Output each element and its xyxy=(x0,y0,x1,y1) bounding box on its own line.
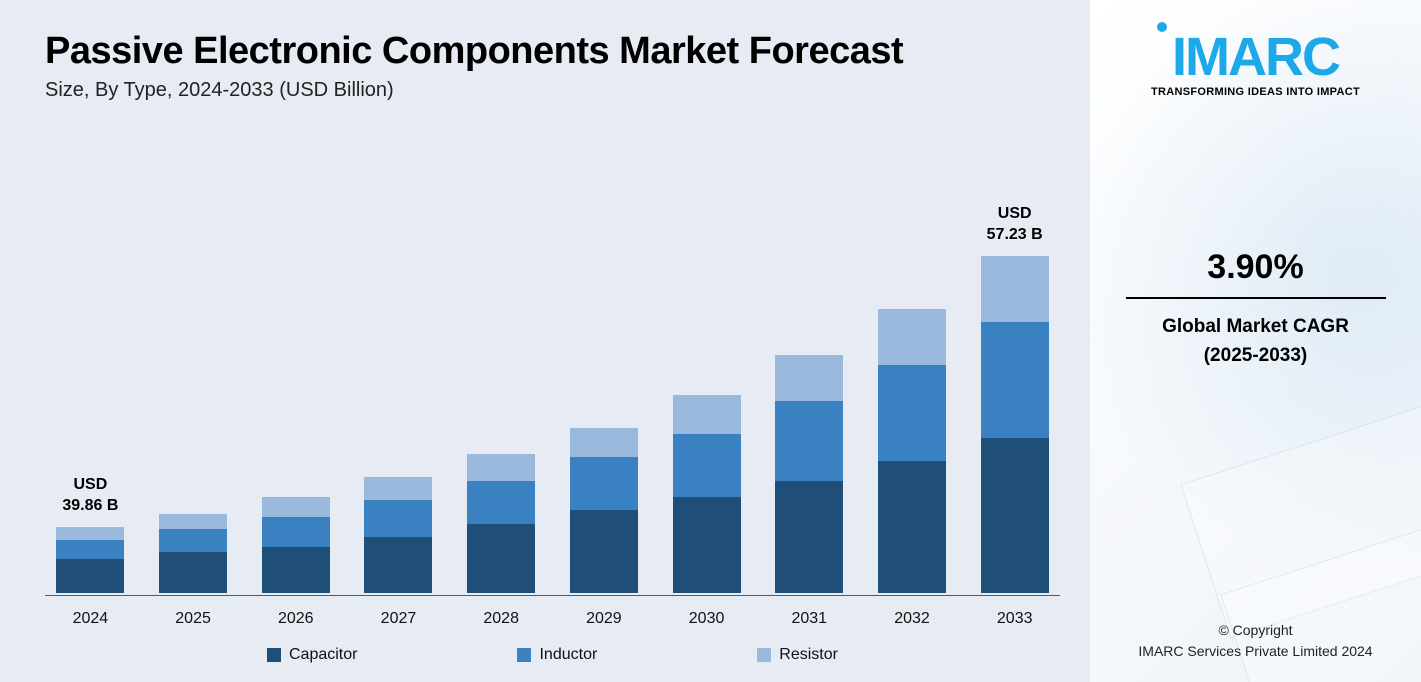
copyright: © Copyright IMARC Services Private Limit… xyxy=(1090,620,1421,662)
legend-label: Capacitor xyxy=(289,646,357,664)
bar-segment-resistor xyxy=(878,309,946,365)
bar-slot: USD57.23 B xyxy=(974,122,1055,593)
bar-segment-inductor xyxy=(878,365,946,461)
bar-segment-capacitor xyxy=(467,524,535,593)
copyright-line1: © Copyright xyxy=(1218,622,1292,638)
logo-text: IMARC xyxy=(1151,30,1360,84)
bar-stack xyxy=(56,527,124,593)
bar-segment-resistor xyxy=(775,355,843,401)
side-panel: IMARC TRANSFORMING IDEAS INTO IMPACT 3.9… xyxy=(1090,0,1421,682)
cagr-label-line2: (2025-2033) xyxy=(1204,345,1308,366)
bar-segment-inductor xyxy=(467,481,535,524)
legend-item: Resistor xyxy=(757,646,838,664)
bar-segment-resistor xyxy=(159,514,227,529)
cagr-label-line1: Global Market CAGR xyxy=(1162,316,1349,337)
chart-subtitle: Size, By Type, 2024-2033 (USD Billion) xyxy=(45,79,1060,102)
chart-title: Passive Electronic Components Market For… xyxy=(45,30,1060,73)
bar-segment-inductor xyxy=(570,457,638,510)
cagr-label: Global Market CAGR (2025-2033) xyxy=(1126,313,1386,370)
bar-segment-capacitor xyxy=(56,559,124,593)
x-tick: 2029 xyxy=(564,596,645,628)
bar-segment-resistor xyxy=(570,428,638,458)
bar-slot xyxy=(666,122,747,593)
x-tick: 2033 xyxy=(974,596,1055,628)
logo-tagline: TRANSFORMING IDEAS INTO IMPACT xyxy=(1151,86,1360,98)
copyright-line2: IMARC Services Private Limited 2024 xyxy=(1138,643,1372,659)
bar-slot xyxy=(872,122,953,593)
x-tick: 2030 xyxy=(666,596,747,628)
legend-item: Capacitor xyxy=(267,646,357,664)
bars-row: USD39.86 B USD57.23 B xyxy=(45,122,1060,593)
legend-label: Resistor xyxy=(779,646,838,664)
x-axis: 2024 2025 2026 2027 2028 2029 2030 2031 2032 2033 xyxy=(45,595,1060,628)
bar-segment-capacitor xyxy=(570,510,638,593)
bar-segment-capacitor xyxy=(878,461,946,593)
legend-swatch-icon xyxy=(267,648,281,662)
bar-segment-capacitor xyxy=(775,481,843,593)
legend-label: Inductor xyxy=(539,646,597,664)
bar-segment-capacitor xyxy=(262,547,330,593)
bar-slot xyxy=(255,122,336,593)
logo-dot-icon xyxy=(1157,22,1167,32)
bar-segment-inductor xyxy=(159,529,227,552)
bar-value-callout: USD39.86 B xyxy=(30,475,150,517)
bar-stack xyxy=(673,395,741,593)
bar-segment-inductor xyxy=(364,500,432,536)
legend-item: Inductor xyxy=(517,646,597,664)
bar-segment-inductor xyxy=(56,540,124,559)
x-tick: 2032 xyxy=(872,596,953,628)
bar-slot xyxy=(461,122,542,593)
bar-stack xyxy=(570,428,638,593)
bar-segment-capacitor xyxy=(364,537,432,593)
x-tick: 2024 xyxy=(50,596,131,628)
chart-panel: Passive Electronic Components Market For… xyxy=(0,0,1090,682)
bar-segment-resistor xyxy=(56,527,124,540)
bar-slot xyxy=(769,122,850,593)
bar-value-callout: USD57.23 B xyxy=(955,204,1075,246)
bar-segment-resistor xyxy=(262,497,330,517)
bar-segment-capacitor xyxy=(673,497,741,593)
bar-slot: USD39.86 B xyxy=(50,122,131,593)
bar-slot xyxy=(564,122,645,593)
bar-segment-capacitor xyxy=(981,438,1049,593)
legend: Capacitor Inductor Resistor xyxy=(45,646,1060,672)
bar-stack xyxy=(467,454,535,593)
legend-swatch-icon xyxy=(757,648,771,662)
bar-segment-resistor xyxy=(981,256,1049,322)
logo-word: IMARC xyxy=(1172,27,1339,87)
x-tick: 2025 xyxy=(153,596,234,628)
bar-stack xyxy=(981,256,1049,593)
bar-segment-resistor xyxy=(364,477,432,500)
bar-stack xyxy=(262,497,330,593)
bar-segment-inductor xyxy=(775,401,843,480)
bar-stack xyxy=(878,309,946,593)
cagr-value: 3.90% xyxy=(1126,248,1386,299)
x-tick: 2026 xyxy=(255,596,336,628)
x-tick: 2027 xyxy=(358,596,439,628)
bar-segment-resistor xyxy=(673,395,741,435)
bar-slot xyxy=(153,122,234,593)
bar-stack xyxy=(159,514,227,593)
bar-segment-inductor xyxy=(673,434,741,497)
bar-segment-capacitor xyxy=(159,552,227,593)
x-tick: 2031 xyxy=(769,596,850,628)
bar-slot xyxy=(358,122,439,593)
bar-segment-inductor xyxy=(262,517,330,547)
plot-area: USD39.86 B USD57.23 B xyxy=(45,122,1060,593)
x-tick: 2028 xyxy=(461,596,542,628)
legend-swatch-icon xyxy=(517,648,531,662)
brand-logo: IMARC TRANSFORMING IDEAS INTO IMPACT xyxy=(1151,30,1360,98)
bar-stack xyxy=(775,355,843,593)
cagr-stat: 3.90% Global Market CAGR (2025-2033) xyxy=(1126,248,1386,370)
bar-stack xyxy=(364,477,432,593)
bar-segment-resistor xyxy=(467,454,535,480)
bar-segment-inductor xyxy=(981,322,1049,438)
